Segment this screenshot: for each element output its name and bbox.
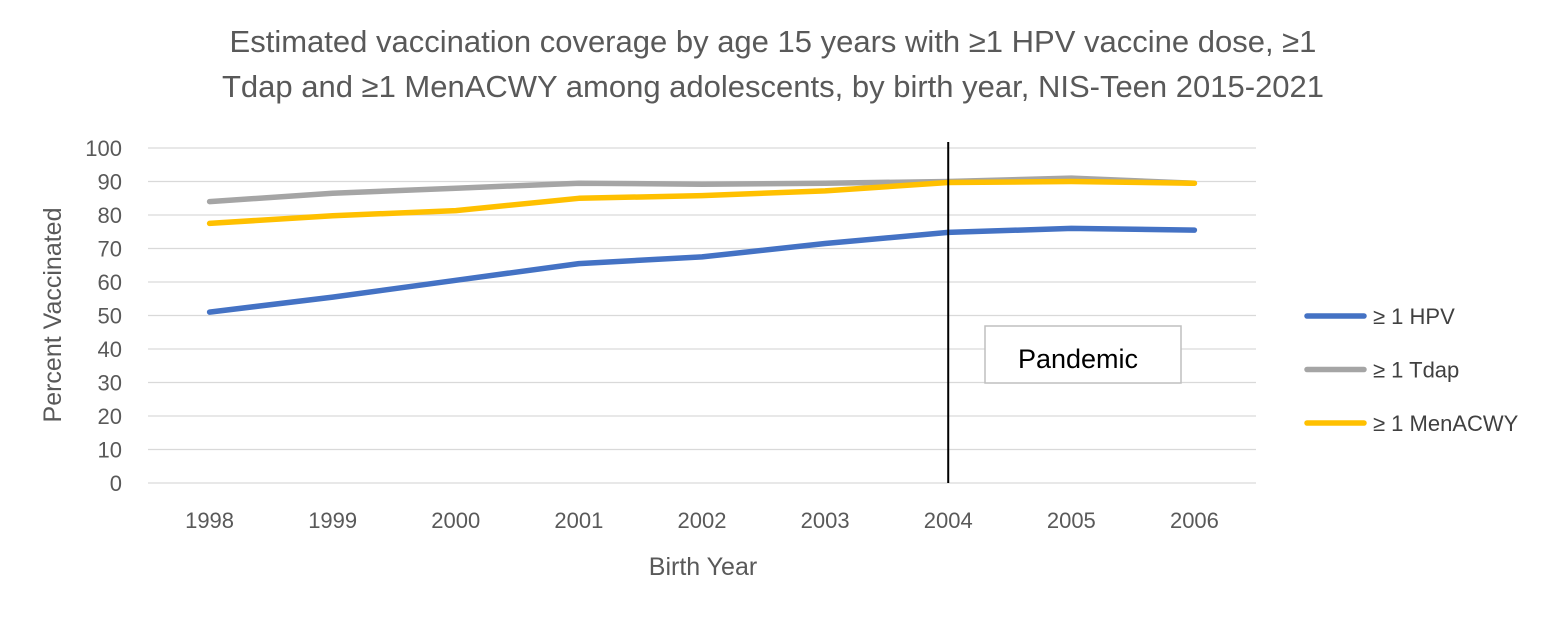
y-tick-label: 70	[98, 237, 122, 262]
chart-title-line-1: Estimated vaccination coverage by age 15…	[230, 24, 1317, 59]
x-tick-labels: 1998 1999 2000 2001 2002 2003 2004 2005 2006	[185, 508, 1219, 533]
y-tick-label: 0	[110, 471, 122, 496]
x-tick-label: 2006	[1170, 508, 1219, 533]
legend-label-0: ≥ 1 HPV	[1373, 304, 1455, 329]
pandemic-annotation-box	[984, 325, 1182, 384]
y-tick-label: 20	[98, 404, 122, 429]
series-line-2	[206, 178, 1198, 227]
y-tick-label: 10	[98, 438, 122, 463]
legend-label-1: ≥ 1 Tdap	[1373, 358, 1459, 383]
series-lines	[206, 175, 1198, 315]
x-tick-label: 1998	[185, 508, 234, 533]
x-tick-label: 2000	[431, 508, 480, 533]
pandemic-annotation-text: Pandemic	[1018, 344, 1138, 374]
y-tick-label: 40	[98, 337, 122, 362]
x-tick-label: 1999	[308, 508, 357, 533]
series-line-0	[206, 225, 1198, 315]
y-tick-label: 60	[98, 270, 122, 295]
y-tick-label: 80	[98, 203, 122, 228]
y-tick-label: 100	[85, 136, 122, 161]
y-axis-label: Percent Vaccinated	[39, 208, 67, 423]
x-tick-label: 2001	[554, 508, 603, 533]
y-tick-label: 50	[98, 304, 122, 329]
x-tick-label: 2002	[678, 508, 727, 533]
y-tick-label: 30	[98, 371, 122, 396]
chart-title-line-2: Tdap and ≥1 MenACWY among adolescents, b…	[222, 69, 1324, 104]
legend: ≥ 1 HPV ≥ 1 Tdap ≥ 1 MenACWY	[1304, 304, 1519, 436]
y-tick-labels: 0 10 20 30 40 50 60 70 80 90 100	[85, 136, 122, 496]
legend-label-2: ≥ 1 MenACWY	[1373, 411, 1519, 436]
x-tick-label: 2003	[801, 508, 850, 533]
y-tick-label: 90	[98, 170, 122, 195]
x-tick-label: 2004	[924, 508, 973, 533]
x-tick-label: 2005	[1047, 508, 1096, 533]
x-axis-label: Birth Year	[649, 553, 757, 581]
